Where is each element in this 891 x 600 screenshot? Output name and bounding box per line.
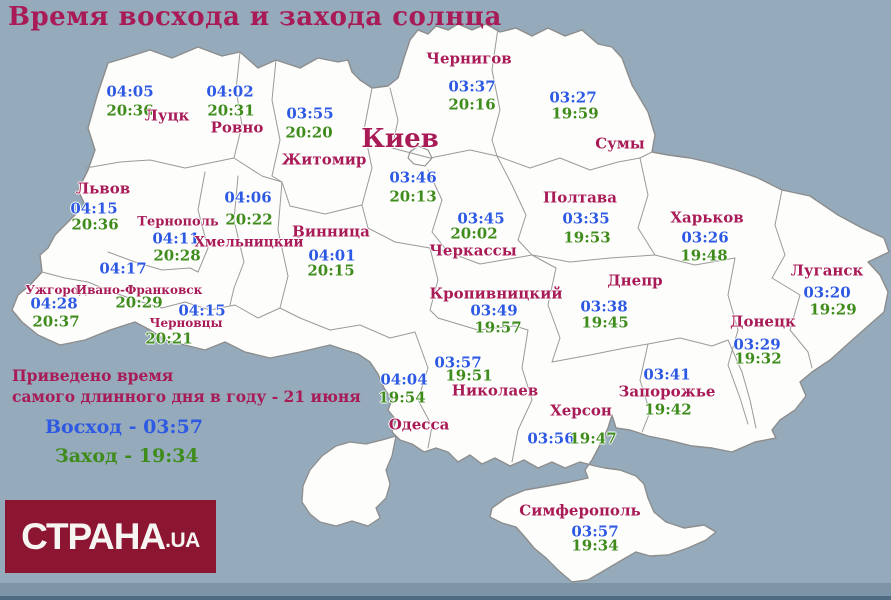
city-sunrise-time: 03:37 xyxy=(448,77,496,96)
city-sunrise-time: 04:05 xyxy=(106,82,154,101)
city-sunrise-time: 03:46 xyxy=(389,168,437,187)
city-name: Ивано-Франковск xyxy=(75,283,203,297)
city-name: Харьков xyxy=(670,208,744,227)
city-name: Черкассы xyxy=(429,241,517,260)
city-name: Ровно xyxy=(210,118,264,137)
city-name: Тернополь xyxy=(137,214,219,230)
city-name: Луганск xyxy=(790,261,864,280)
city-sunset-time: 19:59 xyxy=(551,104,599,123)
legend-sunset: Заход - 19:34 xyxy=(55,444,199,467)
city-sunset-time: 20:02 xyxy=(450,224,498,243)
city-name: Ужгород xyxy=(25,283,87,297)
page-title: Время восхода и захода солнца xyxy=(8,2,502,32)
city-name: Донецк xyxy=(730,312,796,331)
city-sunset-time: 20:16 xyxy=(448,95,496,114)
kyiv-city-outline xyxy=(407,145,433,167)
city-sunrise-time: 03:57 xyxy=(434,353,482,372)
city-sunset-time: 19:32 xyxy=(734,349,782,368)
budjak-region xyxy=(301,435,397,527)
logo-domain: .UA xyxy=(165,529,200,552)
city-name: Херсон xyxy=(550,401,612,420)
city-sunrise-time: 03:49 xyxy=(470,301,518,320)
city-sunset-time: 20:20 xyxy=(285,123,333,142)
city-name: Николаев xyxy=(451,381,539,400)
city-sunrise-time: 04:28 xyxy=(30,294,78,313)
city-sunrise-time: 03:38 xyxy=(580,297,628,316)
city-sunrise-time: 04:17 xyxy=(99,259,147,278)
city-name: Запорожье xyxy=(618,382,716,401)
city-sunset-time: 19:47 xyxy=(569,429,617,448)
city-sunset-time: 19:48 xyxy=(680,246,728,265)
legend-line-1: Приведено время xyxy=(12,366,174,385)
city-name: Кропивницкий xyxy=(429,284,563,303)
city-name: Симферополь xyxy=(519,501,641,520)
oblast-borders xyxy=(41,27,813,463)
strana-logo: СТРАНА .UA xyxy=(5,500,216,573)
city-sunrise-time: 03:29 xyxy=(733,335,781,354)
city-name: Луцк xyxy=(144,106,190,125)
city-name: Киев xyxy=(361,124,439,154)
city-sunrise-time: 03:20 xyxy=(803,283,851,302)
city-sunset-time: 20:29 xyxy=(115,293,163,312)
city-sunrise-time: 04:11 xyxy=(152,229,200,248)
city-sunset-time: 19:53 xyxy=(563,228,611,247)
city-sunset-time: 19:29 xyxy=(809,300,857,319)
city-name: Сумы xyxy=(595,134,645,153)
city-sunrise-time: 03:57 xyxy=(571,522,619,541)
city-sunrise-time: 03:27 xyxy=(549,88,597,107)
city-name: Чернигов xyxy=(426,49,512,68)
city-sunrise-time: 03:26 xyxy=(681,228,729,247)
city-sunset-time: 20:15 xyxy=(307,261,355,280)
city-sunset-time: 20:13 xyxy=(389,187,437,206)
city-sunrise-time: 03:56 xyxy=(527,429,575,448)
city-sunset-time: 20:31 xyxy=(207,101,255,120)
city-name: Полтава xyxy=(543,188,617,207)
city-name: Хмельницкий xyxy=(194,234,304,251)
city-sunset-time: 19:34 xyxy=(571,536,619,555)
city-name: Днепр xyxy=(607,271,663,290)
city-name: Житомир xyxy=(281,150,367,169)
city-sunset-time: 20:36 xyxy=(106,101,154,120)
city-sunset-time: 20:36 xyxy=(71,215,119,234)
city-sunset-time: 19:54 xyxy=(378,388,426,407)
city-sunrise-time: 04:01 xyxy=(308,246,356,265)
city-sunset-time: 19:42 xyxy=(644,400,692,419)
city-sunset-time: 19:51 xyxy=(445,366,493,385)
city-sunrise-time: 03:35 xyxy=(562,209,610,228)
legend-sunrise: Восход - 03:57 xyxy=(45,415,203,438)
city-name: Львов xyxy=(75,179,131,198)
city-sunrise-time: 03:41 xyxy=(643,365,691,384)
legend: Приведено время самого длинного дня в го… xyxy=(12,366,361,467)
city-sunrise-time: 03:55 xyxy=(286,104,334,123)
city-sunset-time: 20:28 xyxy=(153,246,201,265)
city-sunset-time: 19:45 xyxy=(581,313,629,332)
city-sunrise-time: 04:15 xyxy=(178,301,226,320)
legend-line-2: самого длинного дня в году - 21 июня xyxy=(12,386,361,406)
city-name: Одесса xyxy=(388,415,450,434)
city-sunset-time: 20:37 xyxy=(32,312,80,331)
city-sunset-time: 20:22 xyxy=(225,210,273,229)
city-sunset-time: 19:57 xyxy=(474,318,522,337)
city-sunrise-time: 03:45 xyxy=(457,209,505,228)
city-sunrise-time: 04:02 xyxy=(206,82,254,101)
city-name: Винница xyxy=(292,222,370,241)
logo-text: СТРАНА xyxy=(21,515,166,557)
city-sunrise-time: 04:06 xyxy=(224,188,272,207)
city-sunrise-time: 04:04 xyxy=(380,370,428,389)
city-sunrise-time: 04:15 xyxy=(70,199,118,218)
city-name: Черновцы xyxy=(149,316,223,330)
bottom-bar xyxy=(0,583,891,600)
ukraine-outline xyxy=(11,23,890,583)
city-sunset-time: 20:21 xyxy=(145,329,193,348)
